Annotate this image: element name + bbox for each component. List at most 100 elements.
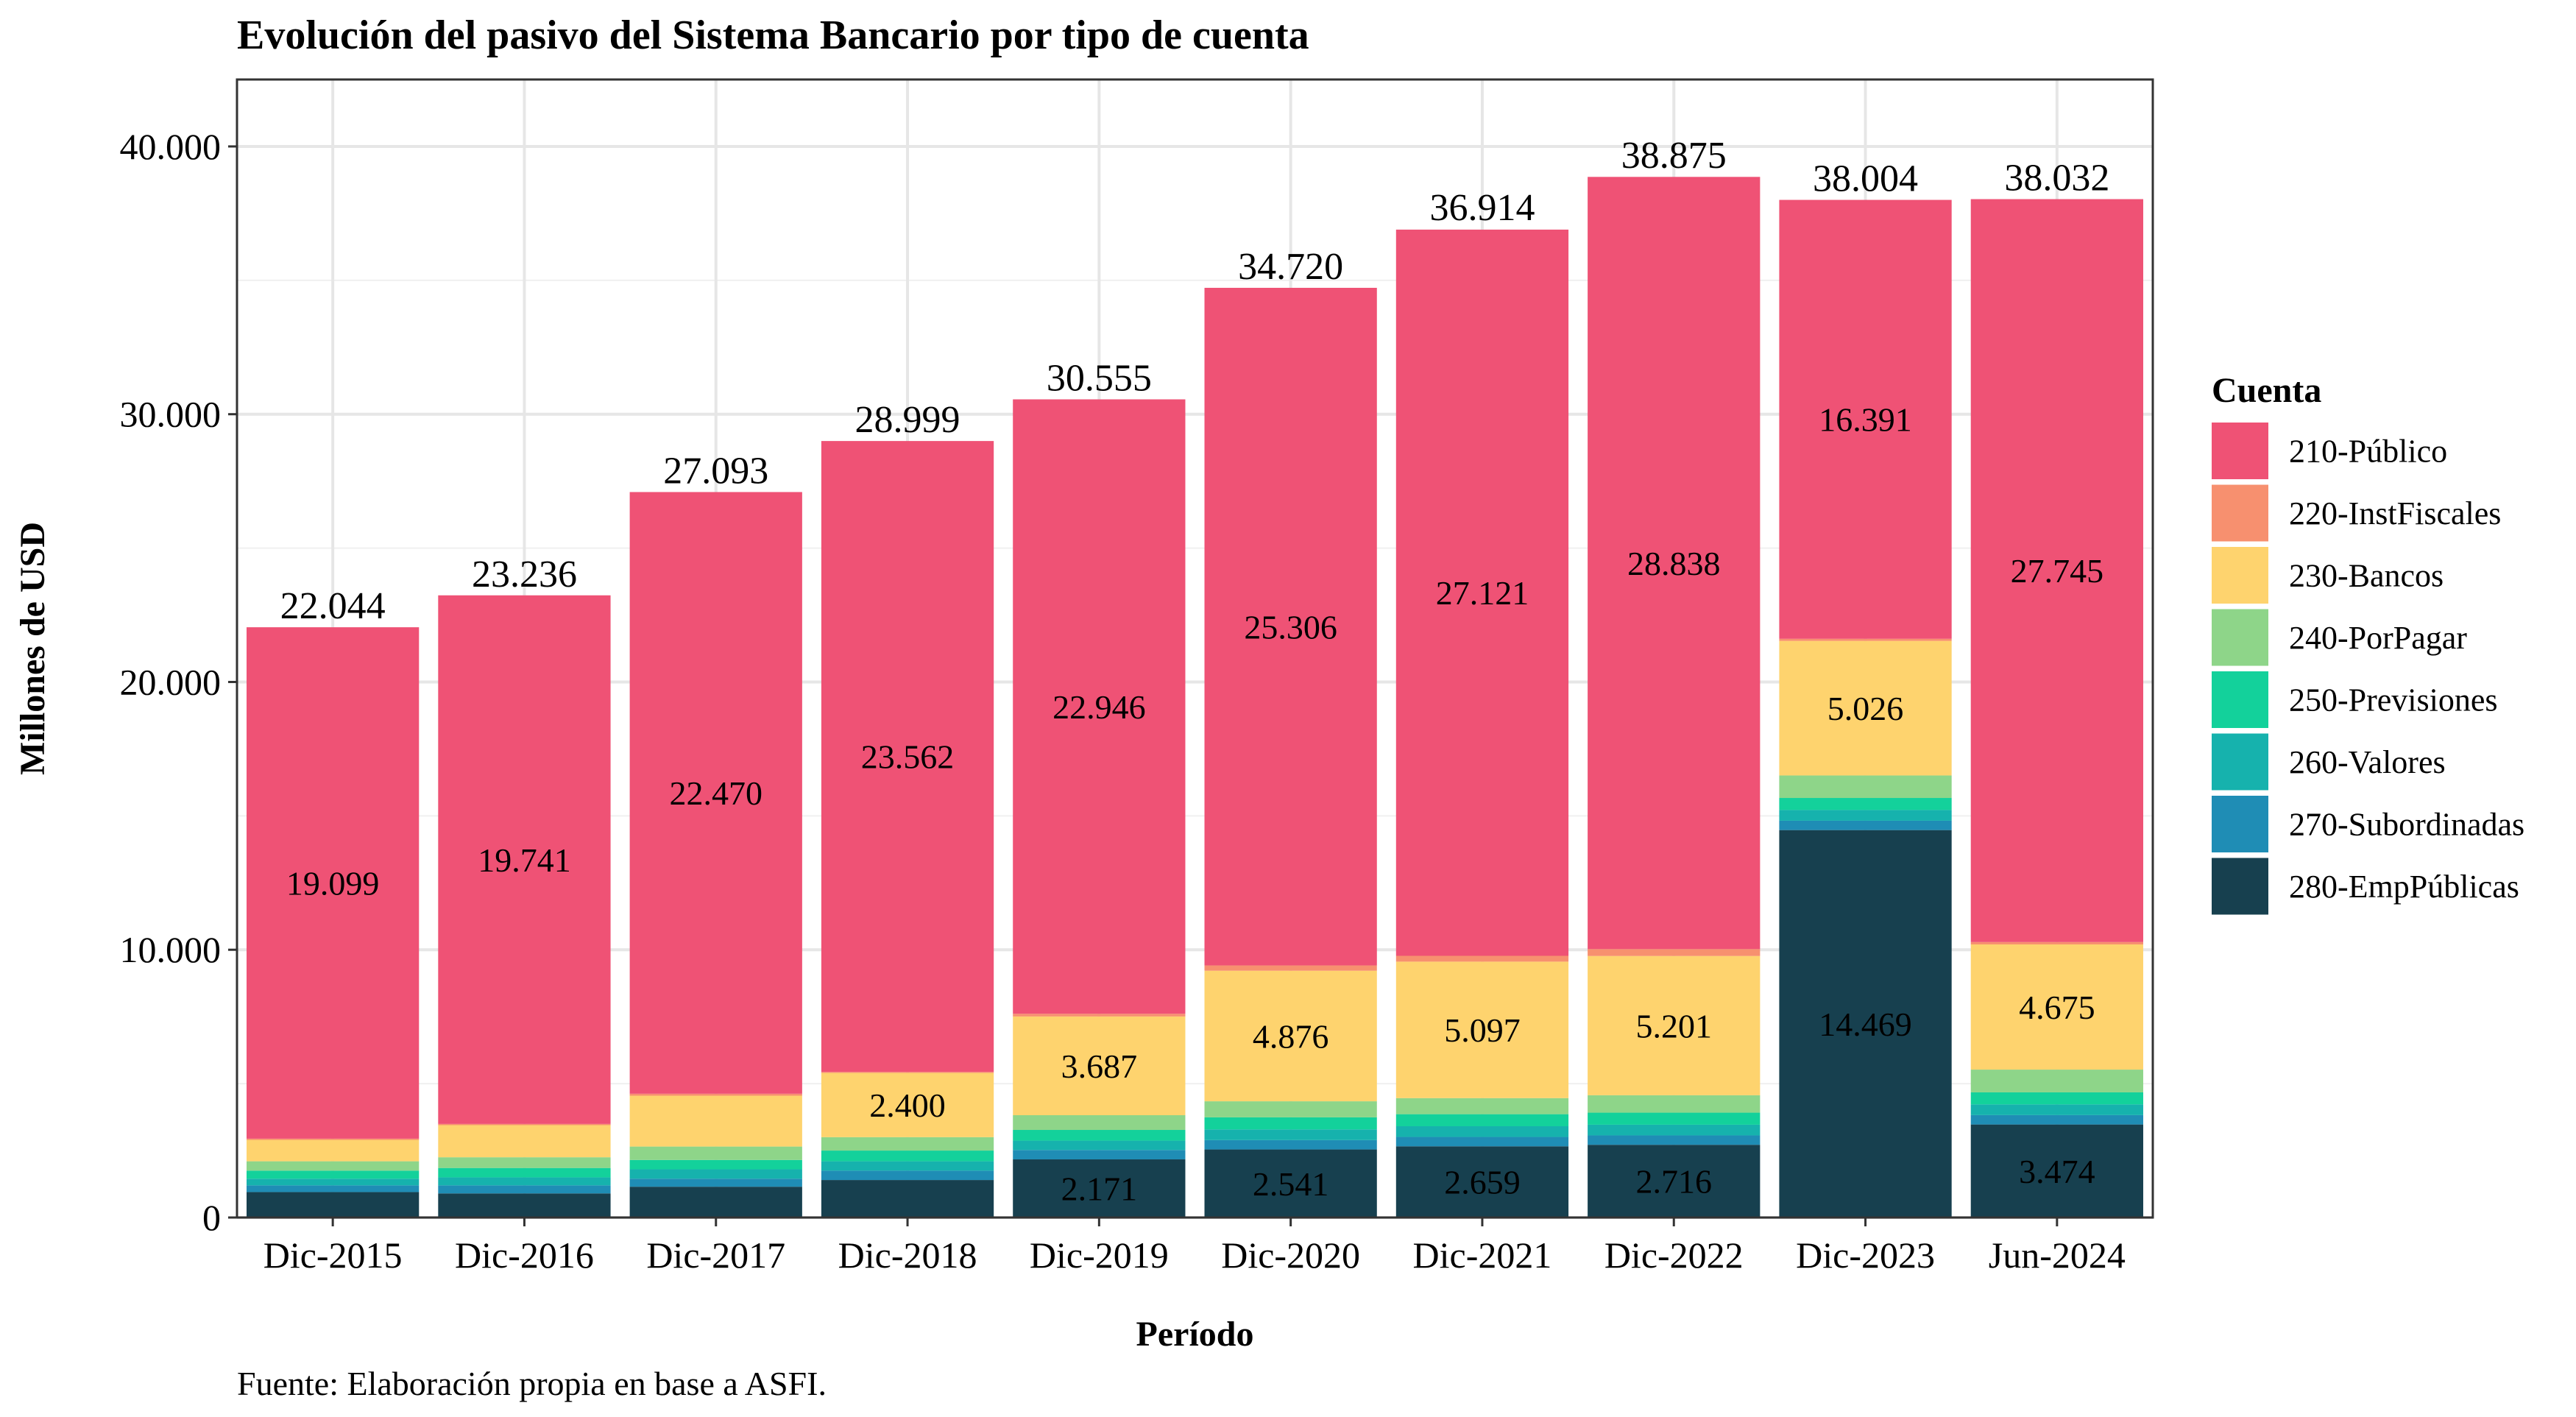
bar-segment xyxy=(1395,955,1569,962)
bar-segment xyxy=(1779,199,1952,639)
bar-segment xyxy=(1779,810,1952,821)
caption: Fuente: Elaboración propia en base a ASF… xyxy=(237,1365,827,1402)
bar-segment xyxy=(1970,1070,2143,1092)
bar-segment xyxy=(1395,1126,1569,1137)
bar-segment xyxy=(1204,970,1377,1102)
bar-segment xyxy=(1013,1150,1186,1160)
bar-total-label: 30.555 xyxy=(1047,358,1152,400)
bar-segment xyxy=(438,1177,611,1186)
segment-value-label: 27.121 xyxy=(1436,574,1529,612)
segment-value-label: 2.716 xyxy=(1636,1163,1713,1201)
x-tick-label: Jun-2024 xyxy=(1989,1234,2126,1276)
y-axis-ticks: 0 10.000 20.000 30.000 40.000 xyxy=(120,126,237,1238)
bar-segment xyxy=(1013,1130,1186,1141)
y-tick-label: 10.000 xyxy=(120,929,222,970)
bar-segment xyxy=(629,1146,802,1160)
legend-key xyxy=(2212,547,2268,604)
bar-total-label: 36.914 xyxy=(1429,187,1535,229)
bar-segment xyxy=(821,1170,994,1181)
x-tick-label: Dic-2017 xyxy=(646,1234,785,1276)
bar-segment xyxy=(821,1072,994,1073)
bar-segment xyxy=(1395,1098,1569,1114)
bar-segment xyxy=(1588,1112,1761,1125)
bar-total-label: 23.236 xyxy=(472,554,577,596)
legend-label: 270-Subordinadas xyxy=(2289,807,2524,843)
bars: 19.099 22.044 19.741 23.236 22.470 27.093 2.40… xyxy=(247,135,2143,1218)
bar-segment xyxy=(1779,830,1952,1218)
bar-segment xyxy=(1013,1140,1186,1151)
segment-value-label: 3.474 xyxy=(2019,1153,2095,1190)
bar-segment xyxy=(629,1095,802,1147)
bar-segment xyxy=(1204,1129,1377,1140)
bar-segment xyxy=(438,1125,611,1158)
x-tick-label: Dic-2018 xyxy=(838,1234,977,1276)
bar-segment xyxy=(1395,961,1569,1098)
x-tick-label: Dic-2020 xyxy=(1221,1234,1360,1276)
bar-segment xyxy=(1395,1114,1569,1126)
bar-segment xyxy=(247,1179,420,1186)
legend: Cuenta 210-Público 220-InstFiscales 230-Ba… xyxy=(2212,371,2524,915)
bar-segment xyxy=(1395,1146,1569,1218)
legend-key xyxy=(2212,423,2268,479)
bar-segment xyxy=(1204,288,1377,966)
bar-segment xyxy=(247,627,420,1139)
bar-segment xyxy=(1013,1014,1186,1017)
bar-segment xyxy=(1204,1101,1377,1117)
x-tick-label: Dic-2019 xyxy=(1030,1234,1169,1276)
segment-value-label: 22.946 xyxy=(1052,688,1146,726)
legend-label: 220-InstFiscales xyxy=(2289,495,2501,531)
bar-segment xyxy=(1013,1115,1186,1131)
bar-segment xyxy=(629,1187,802,1218)
legend-key xyxy=(2212,671,2268,728)
segment-value-label: 3.687 xyxy=(1061,1047,1138,1085)
bar-segment xyxy=(821,1137,994,1151)
bar-total-label: 38.032 xyxy=(2004,158,2109,199)
bar-segment xyxy=(1204,1117,1377,1130)
bar-segment xyxy=(821,1161,994,1171)
bar-segment xyxy=(1588,1145,1761,1218)
bar-total-label: 27.093 xyxy=(663,450,768,492)
legend-label: 230-Bancos xyxy=(2289,558,2444,594)
segment-value-label: 25.306 xyxy=(1244,608,1337,646)
bar-segment xyxy=(247,1170,420,1179)
bar-segment xyxy=(438,595,611,1124)
bar-segment xyxy=(821,441,994,1073)
bar-segment xyxy=(629,1159,802,1170)
plot-border xyxy=(236,78,2154,1219)
bar-segment xyxy=(1588,955,1761,1095)
segment-value-label: 2.171 xyxy=(1061,1170,1138,1208)
legend-title: Cuenta xyxy=(2212,371,2321,410)
bar-segment xyxy=(247,1138,420,1140)
legend-label: 210-Público xyxy=(2289,434,2447,470)
bar-segment xyxy=(438,1123,611,1126)
segment-value-label: 2.659 xyxy=(1444,1164,1521,1201)
bar-segment xyxy=(1588,949,1761,956)
bar-segment xyxy=(629,1179,802,1187)
legend-label: 280-EmpPúblicas xyxy=(2289,869,2519,905)
bar-total-label: 38.875 xyxy=(1621,135,1727,177)
bar-segment xyxy=(1395,229,1569,956)
legend-key xyxy=(2212,609,2268,666)
legend-label: 240-PorPagar xyxy=(2289,620,2467,656)
bar-total-label: 34.720 xyxy=(1238,246,1343,288)
bar-segment xyxy=(247,1161,420,1171)
y-tick-label: 30.000 xyxy=(120,394,222,435)
bar-segment xyxy=(1588,1124,1761,1136)
bar-segment xyxy=(1013,399,1186,1014)
segment-value-label: 19.741 xyxy=(478,841,571,879)
bar-segment xyxy=(1588,1135,1761,1145)
bar-segment xyxy=(821,1180,994,1218)
bar-segment xyxy=(438,1167,611,1178)
x-axis-title: Período xyxy=(1136,1315,1254,1354)
segment-value-label: 19.099 xyxy=(286,864,380,902)
y-tick-label: 20.000 xyxy=(120,661,222,702)
y-tick-label: 0 xyxy=(202,1197,221,1238)
bar-segment xyxy=(629,492,802,1094)
bar-segment xyxy=(629,1169,802,1179)
chart-title: Evolución del pasivo del Sistema Bancari… xyxy=(237,13,1309,58)
bar-segment xyxy=(1970,1114,2143,1125)
x-axis-ticks: Dic-2015 Dic-2016 Dic-2017 Dic-2018 Dic-2019… xyxy=(263,1218,2126,1276)
bar-segment xyxy=(1013,1016,1186,1116)
segment-value-label: 5.097 xyxy=(1444,1011,1521,1049)
bar-segment xyxy=(821,1073,994,1137)
